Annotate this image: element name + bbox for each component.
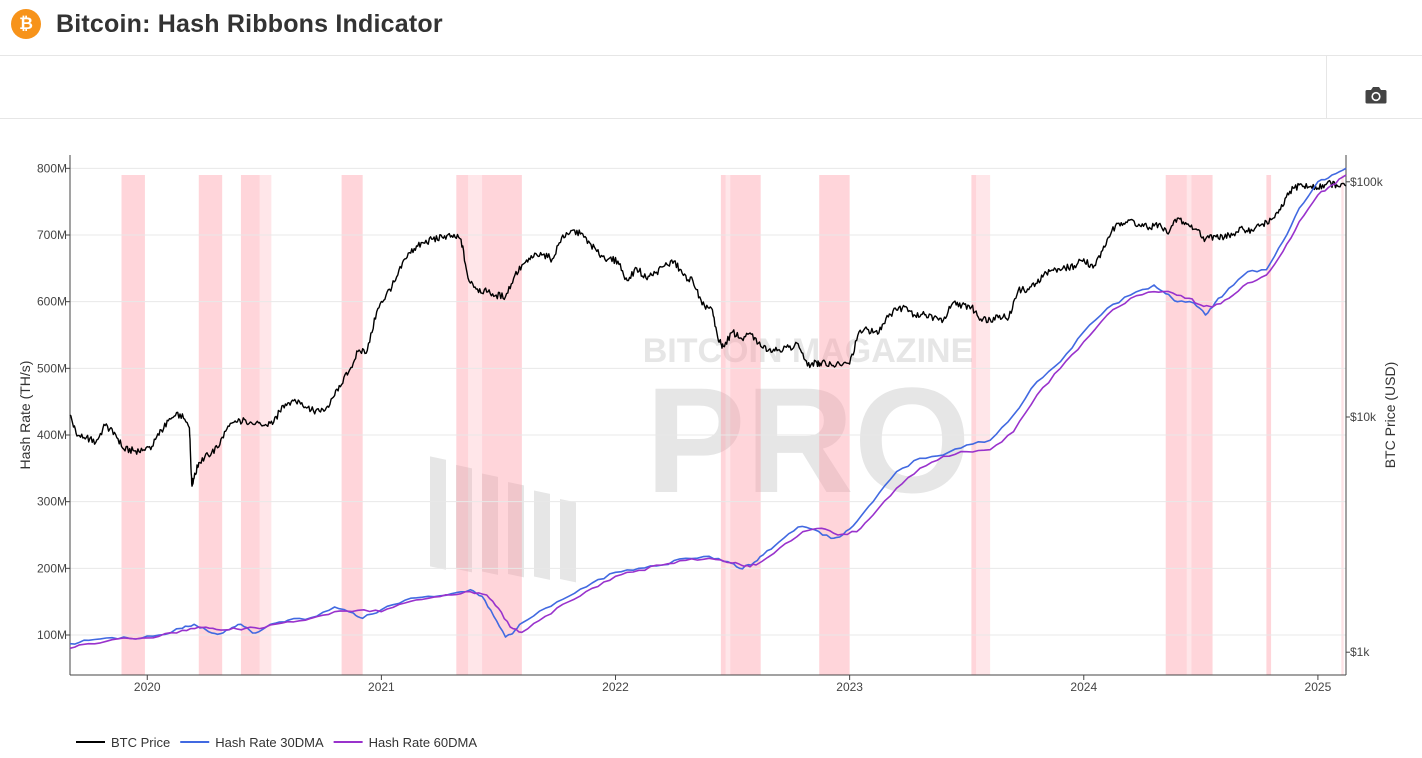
- y-right-tick-label: $100k: [1350, 175, 1384, 189]
- watermark-bar: [560, 499, 576, 583]
- y-left-tick-label: 100M: [37, 628, 67, 642]
- capitulation-band: [341, 175, 363, 675]
- capitulation-band: [456, 175, 469, 675]
- watermark-bar: [508, 481, 524, 578]
- capitulation-band: [720, 175, 726, 675]
- capitulation-band: [1191, 175, 1213, 675]
- legend-label: Hash Rate 30DMA: [215, 735, 324, 750]
- watermark-line2: PRO: [645, 356, 970, 524]
- x-tick-label: 2020: [134, 680, 161, 694]
- x-tick-label: 2021: [368, 680, 395, 694]
- page-header: ₿ Bitcoin: Hash Ribbons Indicator: [0, 0, 1422, 56]
- capitulation-band: [1165, 175, 1187, 675]
- capitulation-band: [482, 175, 522, 675]
- legend-item: Hash Rate 60DMA: [333, 735, 478, 750]
- watermark-bar: [456, 464, 472, 573]
- series-line-hash-rate-60dma: [69, 174, 1347, 650]
- y-left-tick-label: 500M: [37, 361, 67, 375]
- legend-label: Hash Rate 60DMA: [369, 735, 478, 750]
- camera-icon[interactable]: [1364, 84, 1388, 106]
- y-left-tick-label: 600M: [37, 295, 67, 309]
- capitulation-band: [819, 175, 850, 675]
- y-right-axis-title: BTC Price (USD): [1382, 362, 1398, 469]
- y-left-tick-label: 400M: [37, 428, 67, 442]
- capitulation-band: [121, 175, 145, 675]
- capitulation-band: [971, 175, 977, 675]
- legend-item: Hash Rate 30DMA: [180, 735, 324, 750]
- series-line-btc-price: [69, 179, 1347, 487]
- watermark-bar: [482, 473, 498, 575]
- y-right-tick-label: $1k: [1350, 645, 1370, 659]
- watermark-bar: [430, 456, 446, 570]
- capitulation-band: [1341, 175, 1344, 675]
- capitulation-band: [1186, 175, 1192, 675]
- capitulation-band: [240, 175, 260, 675]
- capitulation-band: [725, 175, 731, 675]
- y-right-tick-label: $10k: [1350, 410, 1377, 424]
- capitulation-band: [1266, 175, 1272, 675]
- legend: BTC Price Hash Rate 30DMA Hash Rate 60DMA: [76, 735, 477, 750]
- capitulation-band: [198, 175, 223, 675]
- x-tick-label: 2025: [1305, 680, 1332, 694]
- toolbar-divider: [1326, 56, 1327, 118]
- bitcoin-logo-icon: ₿: [11, 9, 41, 39]
- capitulation-band: [468, 175, 483, 675]
- capitulation-bands: [121, 175, 1344, 675]
- watermark-bar: [534, 490, 550, 580]
- y-left-tick-label: 300M: [37, 495, 67, 509]
- chart-toolbar: [0, 56, 1422, 119]
- y-gridlines: 100M 200M 300M 400M 500M 600M 700M 800M $1k $10k $…: [37, 161, 1384, 694]
- capitulation-band: [730, 175, 761, 675]
- page-title: Bitcoin: Hash Ribbons Indicator: [56, 10, 443, 38]
- y-left-tick-label: 700M: [37, 228, 67, 242]
- legend-item: BTC Price: [76, 735, 170, 750]
- x-tick-label: 2022: [602, 680, 629, 694]
- legend-label: BTC Price: [111, 735, 170, 750]
- y-left-tick-label: 200M: [37, 561, 67, 575]
- x-tick-label: 2024: [1070, 680, 1097, 694]
- y-left-axis-title: Hash Rate (TH/s): [17, 361, 33, 470]
- y-left-tick-label: 800M: [37, 161, 67, 175]
- x-tick-label: 2023: [836, 680, 863, 694]
- capitulation-band: [976, 175, 991, 675]
